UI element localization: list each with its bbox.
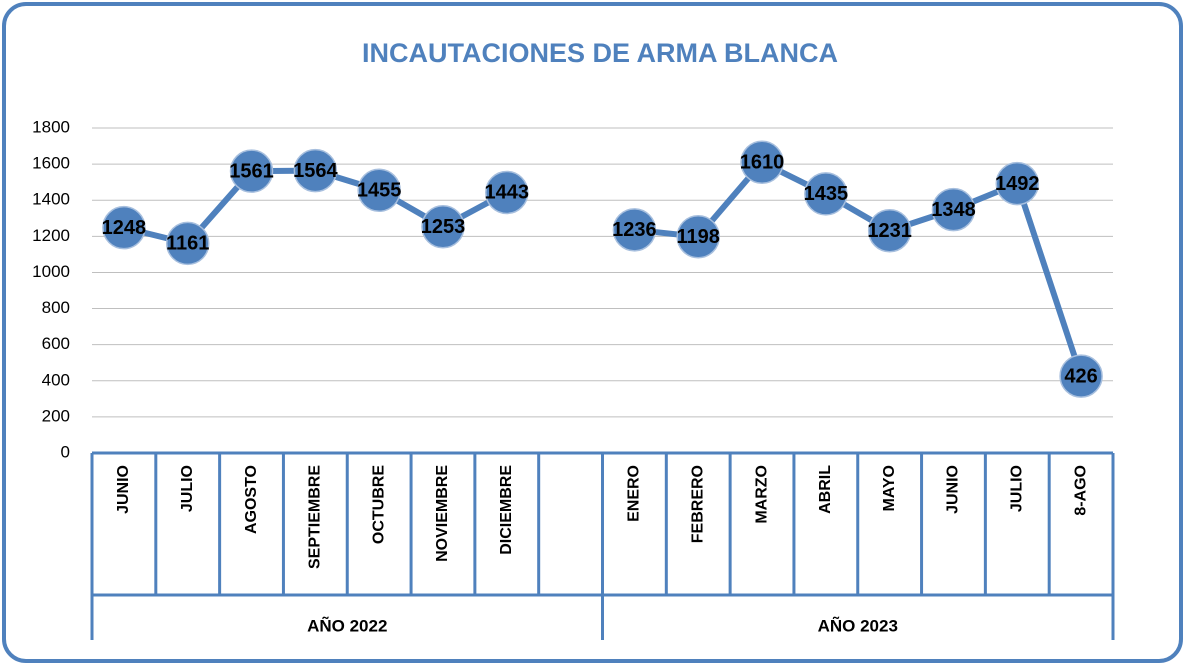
y-tick-label: 800 [42, 298, 70, 317]
data-label: 1455 [357, 180, 402, 202]
x-tick-label: OCTUBRE [370, 465, 387, 544]
group-label: AÑO 2023 [818, 615, 898, 635]
data-label: 1348 [931, 199, 976, 221]
point [740, 140, 784, 185]
point [165, 221, 210, 266]
data-label: 1492 [995, 173, 1040, 195]
point [1059, 354, 1103, 398]
x-tick-label: FEBRERO [689, 465, 706, 543]
y-tick-label: 1200 [32, 226, 70, 245]
x-tick-label: 8-AGO [1072, 465, 1089, 516]
data-label: 1253 [421, 216, 466, 238]
group-label: AÑO 2022 [307, 615, 387, 635]
data-label: 1561 [229, 160, 274, 182]
x-tick-label: ABRIL [817, 465, 834, 514]
data-label: 1435 [804, 183, 849, 205]
x-tick-label: MAYO [881, 465, 898, 512]
y-tick-label: 1400 [32, 190, 70, 209]
x-tick-label: ENERO [626, 465, 643, 522]
y-tick-label: 1800 [32, 117, 70, 136]
data-label: 426 [1064, 365, 1097, 387]
data-label: 1564 [293, 160, 338, 182]
point [293, 148, 338, 193]
x-tick-label: JULIO [179, 465, 196, 512]
x-tick-label: NOVIEMBRE [434, 465, 451, 562]
x-tick-label: AGOSTO [243, 465, 260, 534]
x-tick-label: JUNIO [115, 465, 132, 514]
point [612, 208, 657, 252]
y-tick-label: 0 [61, 442, 70, 461]
point [676, 214, 720, 259]
x-tick-label: MARZO [753, 465, 770, 524]
data-label: 1610 [740, 152, 785, 174]
data-label: 1248 [102, 217, 147, 239]
y-tick-label: 400 [42, 370, 70, 389]
point [357, 168, 401, 213]
x-tick-label: DICIEMBRE [498, 465, 515, 555]
point [995, 161, 1040, 206]
y-tick-label: 1000 [32, 262, 70, 281]
chart-title: INCAUTACIONES DE ARMA BLANCA [362, 38, 838, 68]
point [421, 205, 465, 249]
point [804, 172, 848, 216]
x-tick-label: JULIO [1009, 465, 1026, 512]
point [102, 205, 146, 250]
point [485, 170, 529, 215]
point [229, 149, 274, 193]
y-tick-label: 1600 [32, 154, 70, 173]
data-label: 1443 [485, 182, 530, 204]
data-label: 1236 [612, 219, 657, 241]
data-label: 1198 [677, 226, 720, 248]
y-tick-label: 200 [42, 406, 70, 425]
x-tick-label: JUNIO [945, 465, 962, 514]
data-label: 1161 [166, 233, 209, 255]
point [867, 208, 912, 253]
x-tick-label: SEPTIEMBRE [307, 465, 324, 569]
y-tick-label: 600 [42, 334, 70, 353]
point [931, 187, 976, 232]
data-label: 1231 [867, 220, 912, 242]
